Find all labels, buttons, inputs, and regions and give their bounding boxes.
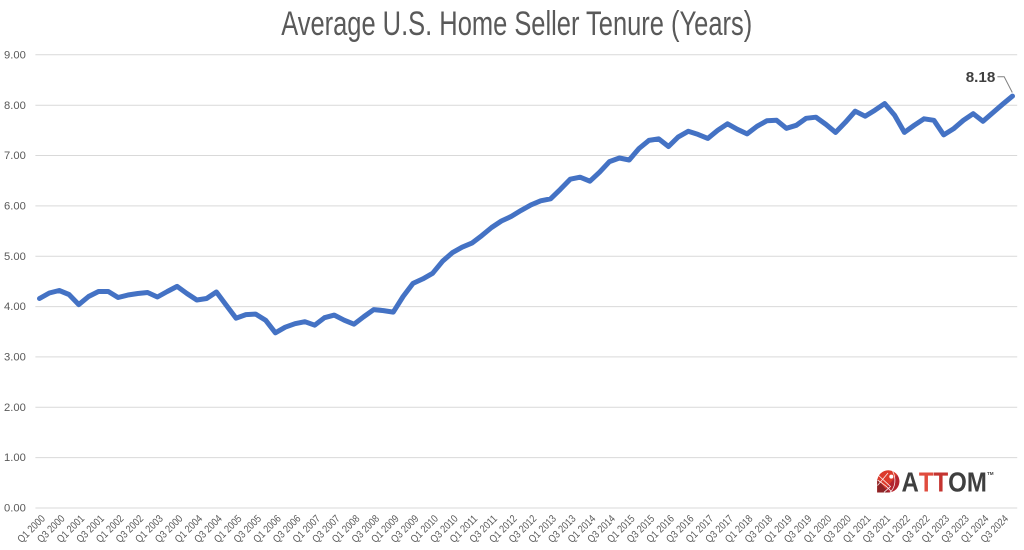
svg-text:8.00: 8.00: [4, 100, 26, 112]
svg-text:4.00: 4.00: [4, 301, 26, 313]
svg-text:6.00: 6.00: [4, 201, 26, 213]
svg-text:ATTOM: ATTOM: [901, 466, 986, 498]
svg-text:1.00: 1.00: [4, 452, 26, 464]
svg-text:0.00: 0.00: [4, 503, 26, 515]
svg-text:8.18: 8.18: [966, 69, 996, 86]
svg-text:9.00: 9.00: [4, 49, 26, 61]
svg-text:Average U.S. Home Seller Tenur: Average U.S. Home Seller Tenure (Years): [281, 5, 752, 43]
svg-text:5.00: 5.00: [4, 251, 26, 263]
svg-text:3.00: 3.00: [4, 352, 26, 364]
svg-text:7.00: 7.00: [4, 150, 26, 162]
svg-text:2.00: 2.00: [4, 402, 26, 414]
svg-text:TM: TM: [987, 471, 994, 476]
